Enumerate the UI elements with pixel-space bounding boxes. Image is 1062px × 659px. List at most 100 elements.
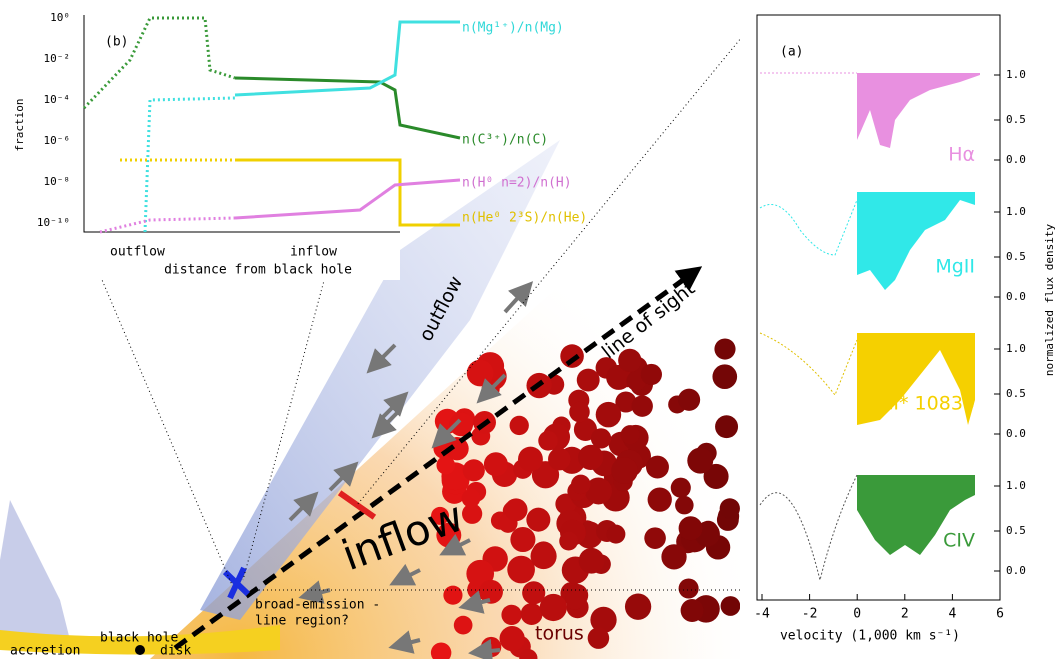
line-label: MgII [935,256,975,278]
torus-cloud [621,425,640,444]
y-tick-label: 0.0 [1006,564,1026,577]
torus-cloud [571,475,590,494]
torus-cloud [538,431,558,451]
x-tick-label: -2 [802,607,818,622]
torus-cloud [467,360,494,387]
torus-cloud [591,428,611,448]
torus-cloud [507,556,535,584]
line-label: CIV [943,530,975,552]
x-axis-title: velocity (1,000 km s⁻¹) [780,629,960,644]
torus-cloud [712,364,737,389]
line-label: HeI* 10830 [867,393,975,415]
torus-cloud [531,543,557,569]
flow-arrow [505,290,525,312]
torus-cloud [611,457,638,484]
torus-cloud [625,594,651,620]
y-tick-label: 0.5 [1006,250,1026,263]
x-label: inflow [290,245,337,260]
torus-cloud [569,402,590,423]
torus-cloud [578,445,603,470]
torus-cloud [715,415,738,438]
torus-cloud [484,452,508,476]
y-tick-label: 10⁻⁶ [44,134,71,147]
torus-cloud [588,627,610,649]
black-hole [135,645,145,655]
torus-cloud [646,456,669,479]
x-tick-label: 4 [948,607,956,622]
torus-cloud [678,389,700,411]
torus-cloud [721,596,741,616]
torus-cloud [679,516,703,540]
x-tick-label: 2 [901,607,909,622]
torus-cloud [522,581,545,604]
x-tick-label: 6 [996,607,1004,622]
torus-cloud [548,448,571,471]
torus-cloud [501,605,521,625]
torus-cloud [500,626,525,651]
torus-cloud [679,578,699,598]
torus-cloud [579,548,605,574]
y-tick-label: 10⁻⁴ [44,93,71,106]
torus-cloud [641,364,662,385]
torus-cloud [454,616,473,635]
x-label: outflow [110,245,165,260]
torus-cloud [648,487,672,511]
y-tick-label: 0.0 [1006,153,1026,166]
torus-cloud [566,591,585,610]
torus-cloud [596,402,622,428]
panel-label: (a) [780,45,803,60]
torus-cloud [481,637,501,657]
y-tick-label: 1.0 [1006,68,1026,81]
torus-cloud [510,527,535,552]
disk-label: disk [160,644,191,659]
flow-arrow [480,650,500,652]
y-tick-label: 10⁻² [44,52,71,65]
y-tick-label: 10⁻⁸ [44,175,71,188]
x-tick-label: -4 [754,607,770,622]
torus-cloud [606,525,625,544]
torus-cloud [661,544,686,569]
blr-label: line region? [255,614,349,629]
curve-label: n(Mg¹⁺)/n(Mg) [462,21,564,36]
blr-label: broad-emission - [255,598,380,613]
curve-label: n(C³⁺)/n(C) [462,133,548,148]
torus-cloud [505,498,528,521]
panel-label: (b) [105,35,128,50]
figure: inflow outflow line of sight broad-emiss… [0,0,1062,659]
y-axis-title: normalized flux density [1043,223,1056,376]
torus-label: torus [535,623,584,645]
torus-cloud [463,459,485,481]
x-axis-title: distance from black hole [164,263,352,278]
torus-cloud [671,478,691,498]
torus-cloud [526,508,550,532]
torus-cloud [644,527,666,549]
y-tick-label: 0.0 [1006,427,1026,440]
y-tick-label: 0.5 [1006,387,1026,400]
outflow-cone-left [0,500,70,640]
torus-cloud [443,586,462,605]
y-tick-label: 0.5 [1006,113,1026,126]
y-tick-label: 10⁰ [50,11,70,24]
y-tick-label: 1.0 [1006,342,1026,355]
y-tick-label: 10⁻¹⁰ [37,216,70,229]
torus-cloud [560,344,584,368]
torus-cloud [681,599,704,622]
x-tick-label: 0 [853,607,861,622]
panel-a: (a) normalized flux density velocity (1,… [740,0,1062,659]
torus-cloud [462,489,481,508]
curve-label: n(He⁰ 2³S)/n(He) [462,211,587,226]
torus-cloud [559,532,578,551]
y-tick-label: 0.5 [1006,524,1026,537]
torus-cloud [518,447,543,472]
torus-cloud [714,338,735,359]
torus-cloud [510,416,529,435]
accretion-label: accretion [10,644,80,659]
y-tick-label: 1.0 [1006,479,1026,492]
curve-label: n(H⁰ n=2)/n(H) [462,176,572,191]
torus-cloud [720,498,740,518]
line-label: Hα [948,144,975,166]
torus-cloud [577,369,600,392]
torus-cloud [632,395,653,416]
y-tick-label: 0.0 [1006,290,1026,303]
y-tick-label: 1.0 [1006,205,1026,218]
